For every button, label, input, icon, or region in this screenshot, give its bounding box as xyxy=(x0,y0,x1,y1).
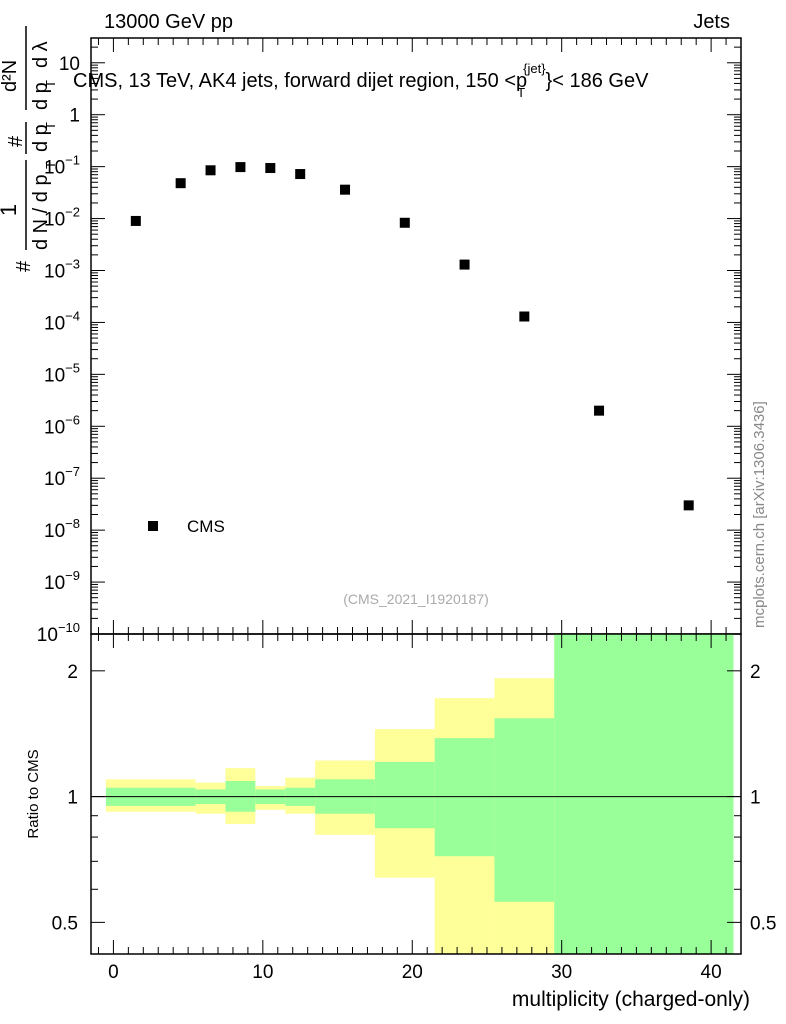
ylabel-hash2: # xyxy=(5,135,27,147)
x-tick-label: 30 xyxy=(551,962,572,983)
ratio-band-inner xyxy=(434,738,495,857)
y-tick-label: 10 xyxy=(59,54,80,75)
ratio-y-axis-label: Ratio to CMS xyxy=(25,749,42,838)
y-tick-label: 10−7 xyxy=(44,464,80,490)
title-sub: T xyxy=(517,85,525,100)
ratio-band-inner xyxy=(494,718,555,902)
ratio-bands xyxy=(105,634,734,954)
main-panel: 10 1 10−1 10−2 10−3 10−4 10−5 10−6 10−7 10−8 10−9 1… xyxy=(0,26,742,646)
ratio-panel: 0.5 0.51 12 20 10 20 30 40 Ratio to CMS multipl… xyxy=(25,633,776,1011)
title-main: CMS, 13 TeV, AK4 jets, forward dijet reg… xyxy=(73,70,527,92)
x-tick-label: 10 xyxy=(252,962,273,983)
ratio-y-tick-label: 1 xyxy=(67,788,78,809)
data-point xyxy=(594,405,605,416)
ylabel-dp: d p xyxy=(30,124,52,152)
y-tick-label: 10−8 xyxy=(44,516,80,542)
data-point xyxy=(340,184,351,195)
ratio-frame xyxy=(90,633,742,955)
data-point xyxy=(265,163,276,174)
y-tick-label: 10−10 xyxy=(37,620,80,646)
x-tick-label: 40 xyxy=(701,962,722,983)
ratio-y-tick-label: 0.5 xyxy=(52,913,78,934)
title-end: }< 186 GeV xyxy=(546,70,650,92)
ratio-axes: 0.5 0.51 12 20 10 20 30 40 xyxy=(52,634,776,983)
ylabel-t3: T xyxy=(43,80,58,88)
analysis-id: (CMS_2021_I1920187) xyxy=(343,591,489,607)
ratio-band-inner xyxy=(374,762,435,829)
y-tick-label: 10−6 xyxy=(44,412,80,438)
ratio-y-tick-label-right: 1 xyxy=(750,788,761,809)
data-point xyxy=(130,215,141,226)
data-series-cms xyxy=(130,162,694,511)
data-point xyxy=(175,178,186,189)
ylabel-t2: T xyxy=(43,122,58,130)
y-tick-label: 10−9 xyxy=(44,568,80,594)
y-tick-label: 10−5 xyxy=(44,360,80,386)
main-y-axis-label: # 1 d N / d p T # d p T d²N d p T d λ xyxy=(0,26,58,272)
x-tick-label: 20 xyxy=(402,962,423,983)
x-tick-label: 0 xyxy=(108,962,119,983)
legend-marker-cms xyxy=(148,521,158,531)
y-tick-label: 1 xyxy=(69,106,80,127)
y-tick-label: 10−1 xyxy=(44,153,80,179)
title-sup: {jet} xyxy=(523,61,546,76)
ylabel-dpt2: d p xyxy=(30,82,52,110)
data-point xyxy=(235,162,246,173)
data-point xyxy=(459,259,470,270)
header-right: Jets xyxy=(693,11,730,33)
y-tick-label: 10−2 xyxy=(44,205,80,231)
x-axis-label: multiplicity (charged-only) xyxy=(512,988,750,1011)
data-point xyxy=(519,311,530,322)
ylabel-dl: d λ xyxy=(30,41,52,68)
ylabel-dn: d N / d p xyxy=(30,174,52,250)
main-y-axis: 10 1 10−1 10−2 10−3 10−4 10−5 10−6 10−7 10−8 10−9 1… xyxy=(37,37,741,646)
ylabel-d2n: d²N xyxy=(0,60,21,92)
data-point xyxy=(399,217,410,228)
y-tick-label: 10−3 xyxy=(44,256,80,282)
ratio-y-tick-label-right: 0.5 xyxy=(750,913,776,934)
ratio-y-tick-label: 2 xyxy=(67,662,78,683)
side-note: mcplots.cern.ch [arXiv:1306.3436] xyxy=(751,401,768,628)
ylabel-t1: T xyxy=(43,161,58,169)
ratio-y-tick-label-right: 2 xyxy=(750,662,761,683)
ratio-band-inner xyxy=(554,634,734,954)
data-point xyxy=(295,169,306,180)
header-left: 13000 GeV pp xyxy=(104,11,233,33)
ylabel-one: 1 xyxy=(0,204,21,216)
data-point xyxy=(683,500,694,511)
data-point xyxy=(205,165,216,176)
y-tick-label: 10−4 xyxy=(44,308,80,334)
chart-title: CMS, 13 TeV, AK4 jets, forward dijet reg… xyxy=(73,61,649,100)
main-frame xyxy=(90,37,742,635)
legend: CMS xyxy=(148,517,225,536)
legend-label-cms: CMS xyxy=(187,517,225,536)
ylabel-hash: # xyxy=(13,260,35,272)
